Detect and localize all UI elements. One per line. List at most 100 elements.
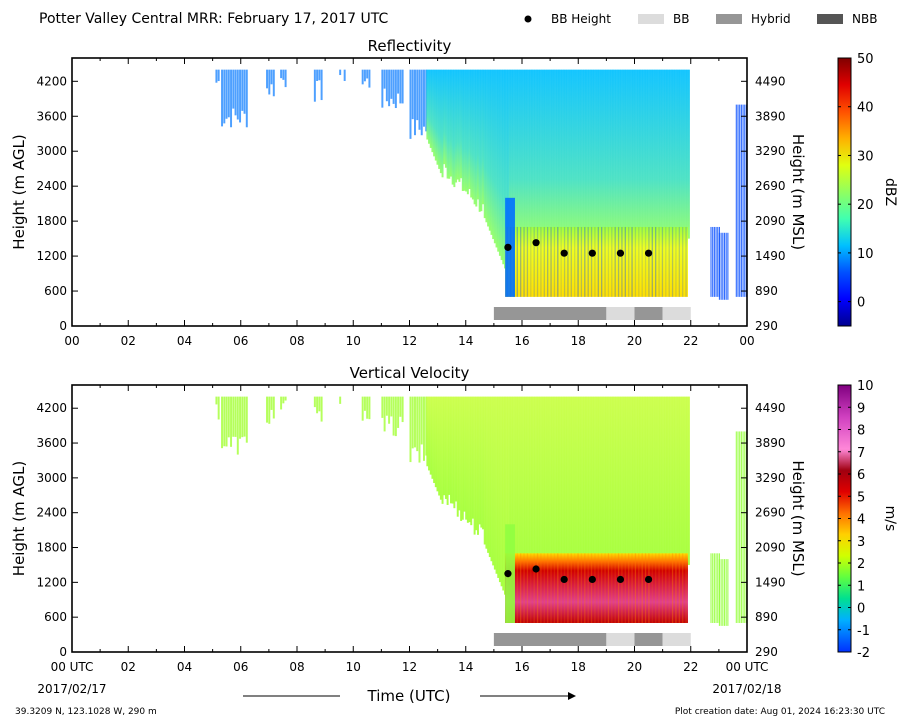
precip-streak — [540, 553, 542, 623]
y-right-tick-label: 290 — [755, 319, 778, 333]
precip-streak — [644, 553, 647, 623]
y-right-tick-label: 3290 — [755, 144, 786, 158]
echo-column — [583, 69, 586, 239]
echo-column — [495, 69, 498, 248]
precip-core — [505, 553, 688, 623]
echo-column — [573, 69, 576, 239]
precip-streak — [526, 553, 529, 623]
echo-column — [569, 69, 572, 239]
echo-column — [230, 69, 233, 128]
precip-streak — [594, 553, 596, 623]
echo-column — [492, 69, 495, 240]
echo-column — [272, 396, 275, 419]
precip-streak — [516, 553, 518, 623]
echo-column — [439, 69, 442, 174]
precip-streak — [557, 553, 559, 623]
echo-column — [446, 396, 449, 505]
echo-column — [566, 396, 569, 565]
echo-column — [537, 69, 540, 239]
echo-column — [438, 69, 441, 169]
echo-column — [712, 226, 714, 297]
x-tick-label: 08 — [289, 660, 304, 674]
colorbar-tick-label: -1 — [857, 624, 870, 639]
colorbar-tick-label: 10 — [857, 379, 874, 394]
echo-column — [495, 396, 498, 574]
echo-column — [579, 396, 582, 565]
echo-column — [593, 396, 596, 565]
echo-column — [608, 396, 611, 565]
echo-column — [739, 104, 741, 297]
echo-column — [679, 396, 682, 565]
precip-streak — [604, 226, 606, 297]
precip-streak — [628, 553, 630, 623]
echo-column — [600, 69, 603, 239]
echo-column — [539, 69, 542, 239]
echo-column — [712, 553, 714, 623]
echo-column — [674, 69, 677, 239]
x-tick-label: 12 — [402, 334, 417, 348]
echo-column — [392, 396, 395, 436]
echo-column — [722, 559, 724, 626]
echo-column — [488, 69, 491, 231]
echo-column — [450, 69, 452, 177]
echo-column — [441, 396, 444, 504]
echo-column — [525, 69, 528, 239]
echo-column — [381, 69, 384, 108]
echo-column — [519, 69, 522, 239]
echo-column — [559, 69, 562, 239]
echo-column — [612, 396, 614, 565]
echo-column — [468, 396, 471, 523]
precip-streak — [590, 553, 593, 623]
precip-streak — [668, 553, 670, 623]
echo-column — [456, 396, 459, 517]
echo-column — [512, 396, 515, 565]
echo-column — [725, 232, 727, 300]
echo-column — [512, 69, 515, 239]
legend-label: BB Height — [551, 12, 611, 26]
precip-streak — [570, 553, 572, 623]
echo-column — [465, 69, 468, 192]
echo-column — [581, 69, 584, 239]
echo-column — [473, 396, 476, 535]
echo-column — [549, 396, 552, 565]
echo-column — [647, 396, 650, 565]
colorbar-tick-label: 5 — [857, 490, 865, 505]
echo-column — [630, 396, 633, 565]
echo-column — [420, 69, 423, 136]
echo-column — [282, 69, 285, 80]
precip-streak — [655, 226, 657, 297]
echo-column — [546, 396, 549, 565]
colorbar-label: dBZ — [882, 178, 898, 206]
echo-column — [546, 69, 549, 239]
precip-streak — [658, 553, 660, 623]
echo-column — [606, 69, 609, 239]
echo-column — [632, 69, 635, 239]
echo-column — [241, 69, 244, 111]
echo-column — [236, 69, 239, 120]
y-tick-label: 600 — [44, 284, 67, 298]
echo-column — [270, 69, 273, 85]
echo-column — [573, 396, 576, 565]
legend-hybrid-swatch — [716, 14, 742, 24]
echo-column — [679, 69, 682, 239]
echo-column — [418, 69, 421, 130]
echo-column — [605, 69, 608, 239]
echo-column — [458, 69, 461, 182]
echo-column — [650, 69, 653, 239]
echo-column — [723, 232, 726, 300]
precip-streak — [547, 553, 549, 623]
echo-column — [742, 104, 744, 297]
echo-column — [608, 69, 611, 239]
echo-column — [507, 69, 510, 277]
echo-column — [428, 396, 431, 471]
echo-column — [266, 69, 269, 89]
echo-column — [490, 396, 493, 562]
echo-column — [280, 69, 283, 79]
echo-column — [603, 396, 606, 565]
echo-column — [556, 69, 559, 239]
echo-column — [456, 69, 459, 180]
echo-column — [361, 396, 364, 421]
echo-column — [470, 396, 473, 526]
echo-column — [243, 69, 246, 114]
